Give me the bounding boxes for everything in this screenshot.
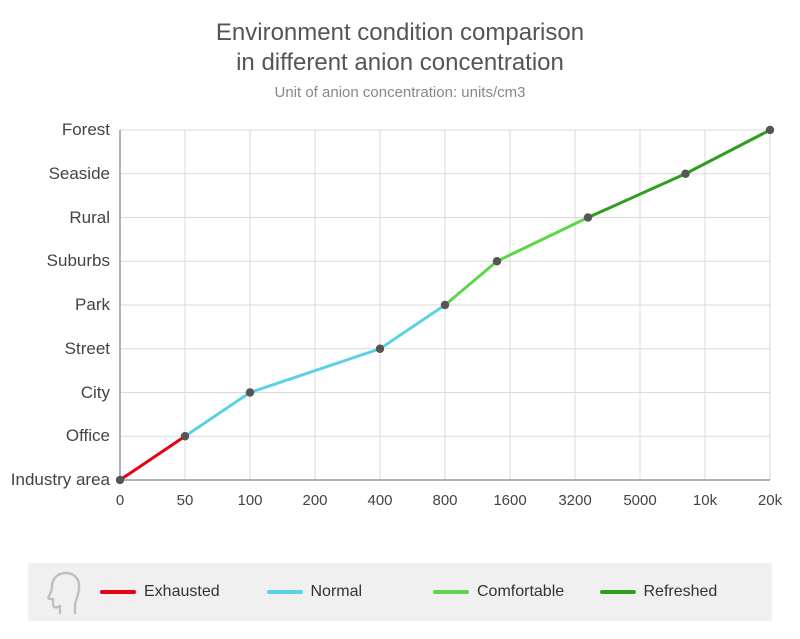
x-label-800: 800: [432, 492, 457, 509]
segment-comfortable: [497, 218, 588, 262]
x-label-3200: 3200: [558, 492, 591, 509]
chart-title-line2: in different anion concentration: [0, 48, 800, 78]
legend-swatch-exhausted: [100, 590, 136, 594]
data-point-3: [376, 345, 384, 353]
legend-label-normal: Normal: [311, 583, 363, 601]
segment-normal: [380, 305, 445, 349]
legend-swatch-normal: [267, 590, 303, 594]
x-label-50: 50: [177, 492, 194, 509]
legend-item-refreshed: Refreshed: [600, 583, 761, 601]
legend-bar: Exhausted Normal Comfortable Refreshed: [28, 563, 772, 621]
y-label-industry-area: Industry area: [0, 470, 110, 490]
segment-exhausted: [120, 436, 185, 480]
data-point-5: [493, 257, 501, 265]
data-point-0: [116, 476, 124, 484]
legend-label-comfortable: Comfortable: [477, 583, 564, 601]
legend-item-comfortable: Comfortable: [433, 583, 594, 601]
segment-refreshed: [686, 130, 771, 174]
legend-item-normal: Normal: [267, 583, 428, 601]
data-point-2: [246, 388, 254, 396]
legend-item-exhausted: Exhausted: [100, 583, 261, 601]
head-outline-icon: [40, 568, 88, 616]
y-label-seaside: Seaside: [0, 164, 110, 184]
legend-label-refreshed: Refreshed: [644, 583, 718, 601]
data-point-1: [181, 432, 189, 440]
x-label-100: 100: [237, 492, 262, 509]
y-label-office: Office: [0, 426, 110, 446]
data-point-7: [681, 170, 689, 178]
chart-container: Environment condition comparison in diff…: [0, 0, 800, 639]
legend-swatch-comfortable: [433, 590, 469, 594]
title-block: Environment condition comparison in diff…: [0, 0, 800, 101]
x-label-400: 400: [367, 492, 392, 509]
plot-svg: [0, 120, 800, 540]
x-label-1600: 1600: [493, 492, 526, 509]
segment-comfortable: [445, 261, 497, 305]
y-label-city: City: [0, 383, 110, 403]
legend-swatch-refreshed: [600, 590, 636, 594]
data-point-8: [766, 126, 774, 134]
y-label-rural: Rural: [0, 208, 110, 228]
x-label-0: 0: [116, 492, 124, 509]
legend-items: Exhausted Normal Comfortable Refreshed: [100, 583, 760, 601]
x-label-5000: 5000: [623, 492, 656, 509]
segment-normal: [185, 393, 250, 437]
chart-subtitle: Unit of anion concentration: units/cm3: [0, 84, 800, 101]
data-point-6: [584, 213, 592, 221]
legend-label-exhausted: Exhausted: [144, 583, 220, 601]
x-label-10k: 10k: [693, 492, 717, 509]
data-point-4: [441, 301, 449, 309]
x-label-200: 200: [302, 492, 327, 509]
y-label-street: Street: [0, 339, 110, 359]
chart-title-line1: Environment condition comparison: [0, 18, 800, 48]
x-label-20k: 20k: [758, 492, 782, 509]
y-label-suburbs: Suburbs: [0, 251, 110, 271]
y-label-forest: Forest: [0, 120, 110, 140]
plot-area: Industry area Office City Street Park Suburbs…: [0, 120, 800, 540]
segment-refreshed: [588, 174, 686, 218]
y-label-park: Park: [0, 295, 110, 315]
